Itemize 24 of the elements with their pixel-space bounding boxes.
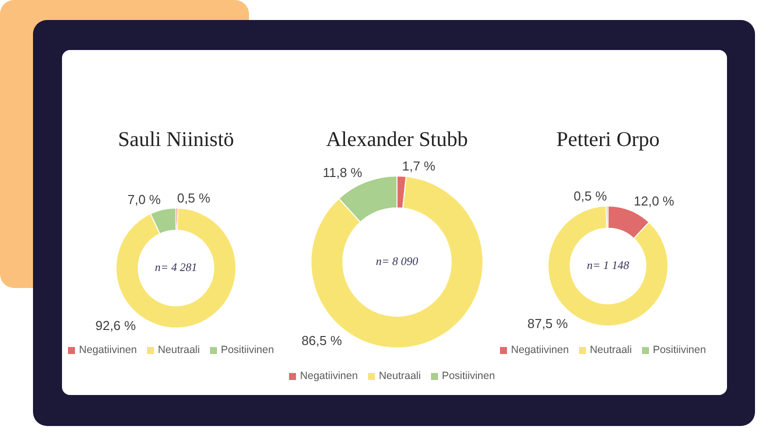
- legend-label: Neutraali: [378, 370, 421, 382]
- legend-label: Positiivinen: [652, 344, 706, 356]
- text: n= 1 148: [586, 259, 630, 274]
- data-label: 7,0 %: [127, 192, 162, 208]
- data-label: 86,5 %: [301, 333, 342, 348]
- data-label: 0,5 %: [574, 188, 608, 204]
- data-label: 11,8 %: [322, 165, 363, 180]
- chart-title: Petteri Orpo: [555, 126, 661, 152]
- chart-title: Sauli Niinistö: [116, 126, 236, 152]
- text: n= 8 090: [374, 255, 420, 270]
- chart-title: Alexander Stubb: [325, 126, 469, 152]
- legend-label: Negatiivinen: [511, 344, 569, 356]
- data-label: 87,5 %: [527, 316, 568, 331]
- legend-label: Neutraali: [590, 344, 632, 356]
- legend-label: Positiivinen: [220, 344, 274, 356]
- text: n= 4 281: [154, 261, 198, 276]
- legend-label: Positiivinen: [442, 370, 495, 382]
- data-label: 92,6 %: [95, 318, 136, 333]
- data-label: 0,5 %: [177, 190, 211, 206]
- legend-label: Neutraali: [158, 344, 200, 356]
- data-label: 12,0 %: [634, 193, 675, 208]
- legend-label: Negatiivinen: [300, 370, 358, 382]
- legend-label: Negatiivinen: [79, 344, 137, 356]
- data-label: 1,7 %: [402, 158, 436, 174]
